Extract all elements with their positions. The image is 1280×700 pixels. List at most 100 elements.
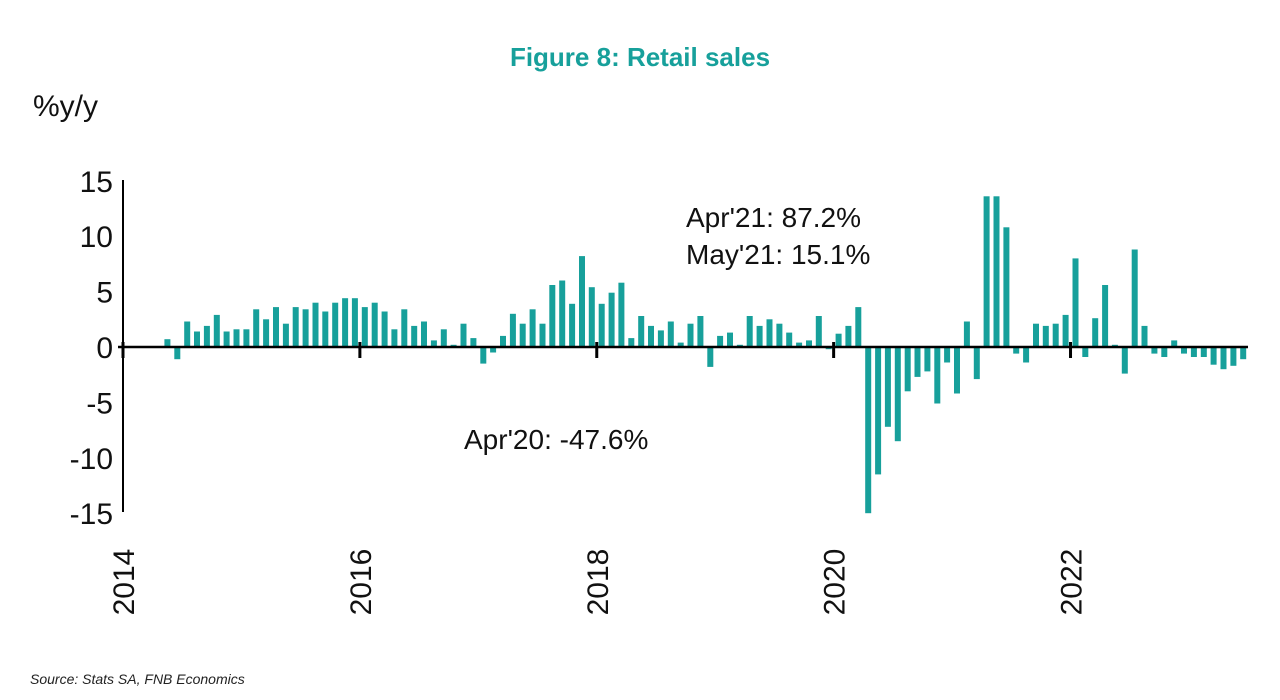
bar	[263, 319, 270, 347]
bar	[608, 292, 615, 347]
bar	[618, 282, 625, 347]
bar	[292, 307, 299, 347]
bar	[243, 329, 250, 347]
bar	[1013, 347, 1020, 354]
y-axis-label: %y/y	[33, 90, 98, 123]
bar	[164, 339, 171, 347]
bar	[638, 316, 645, 347]
y-tick-label: 5	[96, 277, 113, 310]
annotation-apr21: Apr'21: 87.2%	[686, 202, 861, 233]
bar	[1200, 347, 1207, 357]
bar	[1190, 347, 1197, 357]
bar	[727, 332, 733, 347]
bar	[944, 347, 951, 363]
x-tick-label: 2020	[819, 549, 852, 616]
bar	[391, 329, 398, 347]
y-tick-label: -5	[86, 387, 113, 420]
bar	[490, 347, 497, 353]
bar	[875, 347, 882, 475]
bar	[1042, 325, 1049, 347]
bar	[924, 347, 931, 372]
bar	[1171, 340, 1178, 347]
bar	[1131, 249, 1138, 347]
bar	[904, 347, 911, 392]
bar	[1181, 347, 1187, 354]
bar	[766, 319, 773, 347]
bar	[223, 331, 230, 347]
bar	[184, 321, 191, 347]
bar	[993, 196, 1000, 347]
bar	[657, 330, 664, 347]
bar	[194, 331, 200, 347]
annotation-may21: May'21: 15.1%	[686, 239, 870, 270]
bar	[1102, 285, 1109, 347]
bar	[203, 325, 210, 347]
bar	[539, 323, 546, 347]
bar	[233, 329, 240, 347]
bar	[1161, 347, 1168, 357]
bar	[894, 347, 901, 442]
y-tick-label: 15	[80, 166, 113, 199]
bar	[351, 298, 358, 347]
bar	[677, 342, 684, 347]
x-tick-label: 2016	[345, 549, 378, 616]
bar	[480, 347, 487, 364]
bar	[1072, 258, 1079, 347]
bar	[697, 316, 704, 347]
bar	[312, 302, 319, 347]
bar	[273, 307, 279, 347]
bar	[845, 325, 852, 347]
x-tick-label: 2022	[1056, 549, 1089, 616]
bar	[707, 347, 714, 367]
bar	[1240, 347, 1247, 360]
bar	[588, 287, 595, 347]
bar	[914, 347, 921, 377]
x-tick-label: 2018	[582, 549, 615, 616]
bar	[1230, 347, 1237, 366]
bar	[1052, 323, 1059, 347]
bar	[973, 347, 980, 380]
bar	[569, 303, 576, 347]
bar	[529, 309, 536, 347]
bar	[1121, 347, 1128, 374]
bar	[519, 323, 526, 347]
bar	[401, 309, 408, 347]
annotation-apr20: Apr'20: -47.6%	[464, 424, 648, 455]
bar	[1023, 347, 1030, 363]
bar	[855, 307, 862, 347]
bar	[776, 323, 783, 347]
bar	[1220, 347, 1227, 370]
y-tick-label: -15	[70, 498, 113, 531]
bar	[1062, 314, 1069, 347]
bar	[470, 338, 477, 347]
bar	[213, 314, 220, 347]
bar	[579, 256, 585, 347]
bar	[322, 311, 329, 347]
bar	[954, 347, 960, 394]
y-ticks: 15 10 5 0 -5 -10 -15	[70, 166, 113, 531]
bar	[806, 340, 812, 347]
bar	[381, 311, 388, 347]
bar	[667, 321, 674, 347]
bar	[174, 347, 181, 360]
bar	[371, 302, 378, 347]
bar	[746, 316, 753, 347]
bars	[164, 196, 1247, 514]
y-tick-label: 10	[80, 221, 113, 254]
bar	[756, 325, 763, 347]
bar	[865, 347, 872, 514]
bar	[421, 321, 427, 347]
bar	[1082, 347, 1089, 357]
bar	[934, 347, 941, 404]
bar	[1033, 323, 1039, 347]
bar	[648, 325, 654, 347]
bar	[1210, 347, 1217, 365]
bar	[628, 338, 635, 347]
bar	[282, 323, 289, 347]
bar	[440, 329, 447, 347]
bar	[687, 323, 694, 347]
x-ticks: 2014 2016 2018 2020 2022	[108, 342, 1089, 615]
bar	[835, 333, 842, 347]
y-tick-label: -10	[70, 443, 113, 476]
bar	[815, 316, 822, 347]
